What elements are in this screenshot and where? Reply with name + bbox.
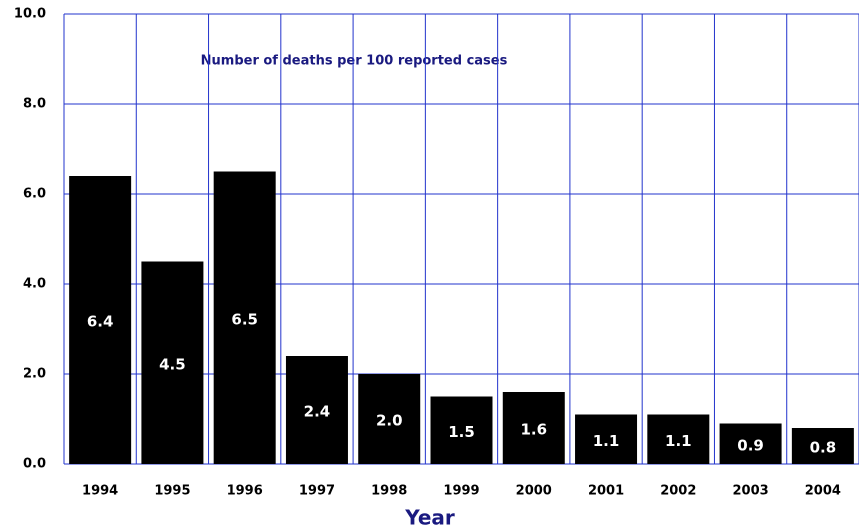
- bar: [358, 374, 421, 464]
- bar: [502, 392, 565, 464]
- y-tick-label: 8.0: [23, 97, 46, 112]
- x-tick-label: 1997: [299, 484, 335, 499]
- bar: [647, 414, 710, 464]
- data-label: 6.4: [87, 313, 114, 331]
- annotation: Number of deaths per 100 reported cases: [201, 54, 508, 69]
- y-tick-label: 6.0: [23, 187, 46, 202]
- data-label: 2.0: [376, 412, 403, 430]
- data-label: 1.1: [665, 432, 692, 450]
- x-tick-label: 2001: [588, 484, 624, 499]
- bar: [141, 261, 204, 464]
- x-tick-label: 2002: [660, 484, 696, 499]
- bar: [69, 176, 132, 464]
- bar: [719, 423, 782, 464]
- x-tick-label: 1995: [154, 484, 190, 499]
- data-label: 6.5: [231, 310, 258, 328]
- x-tick-label: 2003: [732, 484, 768, 499]
- bar: [213, 171, 276, 464]
- x-tick-label: 2000: [516, 484, 552, 499]
- data-label: 1.5: [448, 423, 475, 441]
- bar: [791, 428, 854, 464]
- y-tick-label: 10.0: [14, 7, 46, 22]
- x-tick-label: 2004: [805, 484, 841, 499]
- y-tick-label: 4.0: [23, 277, 46, 292]
- data-label: 4.5: [159, 355, 186, 373]
- data-label: 1.1: [593, 432, 620, 450]
- y-tick-label: 2.0: [23, 367, 46, 382]
- x-tick-label: 1998: [371, 484, 407, 499]
- data-label: 0.8: [810, 439, 837, 457]
- x-axis-label: Year: [404, 506, 455, 530]
- data-label: 2.4: [304, 403, 331, 421]
- x-tick-label: 1994: [82, 484, 118, 499]
- bar: [430, 396, 493, 464]
- x-tick-label: 1999: [443, 484, 479, 499]
- bar: [575, 414, 638, 464]
- x-tick-label: 1996: [227, 484, 263, 499]
- bar: [285, 356, 348, 464]
- data-label: 1.6: [520, 421, 547, 439]
- data-label: 0.9: [737, 436, 764, 454]
- y-tick-label: 0.0: [23, 457, 46, 472]
